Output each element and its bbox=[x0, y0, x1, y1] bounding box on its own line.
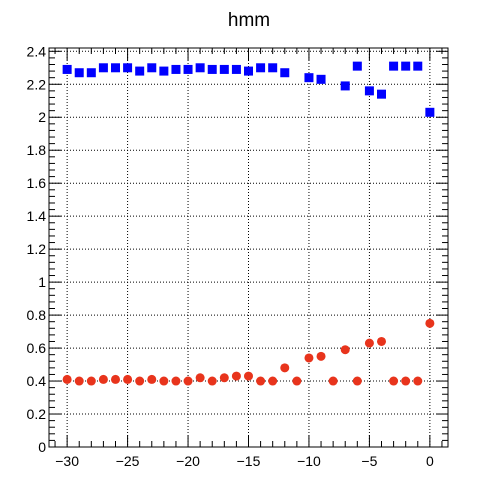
square-marker bbox=[62, 64, 72, 74]
circle-marker bbox=[123, 374, 133, 384]
x-tick-label: −15 bbox=[237, 453, 261, 469]
circle-marker bbox=[98, 374, 108, 384]
square-marker bbox=[86, 68, 96, 78]
square-marker bbox=[159, 66, 169, 76]
square-marker bbox=[135, 66, 145, 76]
square-marker bbox=[352, 61, 362, 71]
circle-marker bbox=[207, 376, 217, 386]
square-marker bbox=[111, 63, 120, 73]
square-marker bbox=[147, 63, 157, 73]
square-marker bbox=[123, 63, 133, 73]
circle-marker bbox=[147, 374, 157, 384]
square-marker bbox=[268, 63, 278, 73]
y-tick-label: 2.4 bbox=[27, 43, 47, 59]
square-marker bbox=[98, 63, 108, 73]
circle-marker bbox=[425, 318, 435, 328]
y-tick-label: 2.2 bbox=[27, 76, 47, 92]
circle-marker bbox=[244, 371, 253, 381]
circle-marker bbox=[256, 376, 266, 386]
x-tick-label: 0 bbox=[426, 453, 434, 469]
square-marker bbox=[219, 64, 229, 74]
circle-marker bbox=[364, 338, 374, 348]
circle-marker bbox=[231, 371, 241, 381]
y-tick-label: 0.6 bbox=[27, 340, 47, 356]
square-marker bbox=[389, 61, 399, 71]
y-tick-label: 1 bbox=[38, 274, 46, 290]
square-marker bbox=[280, 68, 290, 78]
y-tick-label: 2 bbox=[38, 109, 46, 125]
square-marker bbox=[171, 64, 181, 74]
circle-marker bbox=[62, 374, 72, 384]
y-tick-label: 0 bbox=[38, 439, 46, 455]
circle-marker bbox=[340, 345, 350, 355]
circle-marker bbox=[159, 376, 169, 386]
circle-marker bbox=[183, 376, 193, 386]
y-tick-label: 0.2 bbox=[27, 406, 47, 422]
x-tick-label: −5 bbox=[361, 453, 377, 469]
circle-marker bbox=[111, 374, 120, 384]
circle-marker bbox=[352, 376, 362, 386]
square-marker bbox=[195, 63, 205, 73]
square-marker bbox=[207, 64, 217, 74]
tick-labels: −30 −25 −20 −15 −10 −5 0 0 0.2 0.4 0.6 0.8 1 1.2 1.4 1.… bbox=[27, 43, 434, 469]
circle-marker bbox=[389, 376, 399, 386]
square-marker bbox=[401, 61, 411, 71]
square-marker bbox=[256, 63, 266, 73]
square-marker bbox=[377, 89, 386, 99]
y-tick-label: 1.2 bbox=[27, 241, 47, 257]
square-marker bbox=[316, 74, 326, 84]
circle-marker bbox=[316, 351, 326, 361]
circle-marker bbox=[86, 376, 96, 386]
circle-marker bbox=[328, 376, 338, 386]
circle-marker bbox=[280, 363, 290, 373]
circle-marker bbox=[377, 336, 386, 346]
circle-marker bbox=[401, 376, 411, 386]
square-marker bbox=[425, 107, 435, 117]
square-marker bbox=[340, 81, 350, 91]
y-tick-label: 1.6 bbox=[27, 175, 47, 191]
x-tick-label: −25 bbox=[116, 453, 140, 469]
square-marker bbox=[244, 66, 253, 76]
x-tick-label: −10 bbox=[297, 453, 321, 469]
circle-marker bbox=[171, 376, 181, 386]
square-marker bbox=[364, 86, 374, 96]
square-marker bbox=[74, 68, 84, 78]
square-marker bbox=[304, 73, 314, 83]
circle-marker bbox=[219, 373, 229, 383]
x-tick-label: −30 bbox=[55, 453, 79, 469]
circle-marker bbox=[195, 373, 205, 383]
y-tick-label: 0.8 bbox=[27, 307, 47, 323]
circle-marker bbox=[268, 376, 278, 386]
circle-marker bbox=[292, 376, 302, 386]
data-markers bbox=[62, 61, 435, 386]
y-tick-label: 1.4 bbox=[27, 208, 47, 224]
circle-marker bbox=[304, 353, 314, 363]
circle-marker bbox=[74, 376, 84, 386]
square-marker bbox=[231, 64, 241, 74]
y-tick-label: 0.4 bbox=[27, 373, 47, 389]
y-tick-label: 1.8 bbox=[27, 142, 47, 158]
circle-marker bbox=[413, 376, 423, 386]
square-marker bbox=[183, 64, 193, 74]
chart-title: hmm bbox=[228, 10, 270, 31]
x-tick-label: −20 bbox=[176, 453, 200, 469]
axes bbox=[48, 47, 449, 448]
square-marker bbox=[413, 61, 423, 71]
circle-marker bbox=[135, 376, 145, 386]
